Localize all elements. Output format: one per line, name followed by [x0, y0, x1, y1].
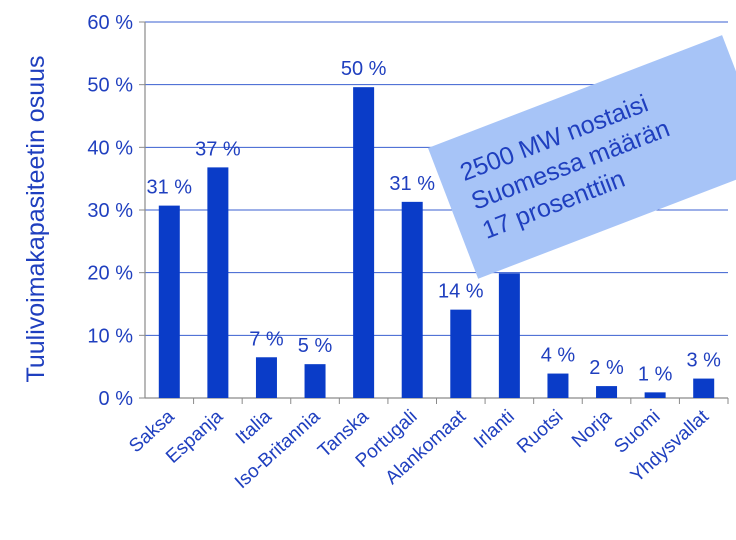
data-label: 3 %	[686, 350, 721, 372]
data-label: 31 %	[389, 173, 435, 195]
bar	[693, 378, 715, 398]
bar	[498, 273, 520, 398]
y-tick-label: 0 %	[99, 388, 134, 410]
x-tick-label: Ruotsi	[513, 406, 567, 458]
gridlines	[145, 21, 728, 336]
bar	[304, 364, 326, 398]
data-label: 1 %	[638, 363, 673, 385]
data-label: 50 %	[341, 58, 387, 80]
y-tick-label: 40 %	[87, 137, 133, 159]
bar	[547, 373, 569, 398]
bar	[401, 201, 423, 398]
data-label: 37 %	[195, 138, 241, 160]
annotation-box	[428, 35, 736, 279]
y-axis-label: Tuulivoimakapasiteetin osuus	[22, 55, 50, 382]
bar	[596, 386, 618, 398]
bar	[255, 357, 277, 398]
x-tick-label: Irlanti	[470, 406, 519, 453]
y-tick-label: 60 %	[87, 12, 133, 34]
data-label: 5 %	[298, 335, 333, 357]
annotation-callout: 2500 MW nostaisi Suomessa määrän 17 pros…	[428, 35, 736, 279]
bar	[450, 309, 472, 398]
data-label: 4 %	[541, 345, 576, 367]
data-label: 14 %	[438, 281, 484, 303]
data-label: 31 %	[146, 177, 192, 199]
data-labels: 31 %37 %7 % 5 %50 %31 %14 %4 %2 % 1 %3 %	[146, 58, 721, 385]
bar	[207, 167, 229, 398]
x-tick-label: Iso-Britannia	[231, 406, 325, 493]
x-tick-label: Norja	[568, 406, 616, 452]
bar	[158, 205, 180, 398]
y-tick-label: 20 %	[87, 263, 133, 285]
bars	[158, 87, 715, 398]
bar	[644, 392, 666, 398]
y-tick-labels: 0 % 10 % 20 % 30 % 40 % 50 % 60 %	[87, 12, 133, 410]
y-tick-label: 10 %	[87, 325, 133, 347]
axes	[139, 21, 729, 404]
y-tick-label: 50 %	[87, 75, 133, 97]
data-label: 7 %	[249, 328, 284, 350]
data-label: 2 %	[589, 357, 624, 379]
bar	[353, 87, 375, 398]
y-tick-label: 30 %	[87, 200, 133, 222]
